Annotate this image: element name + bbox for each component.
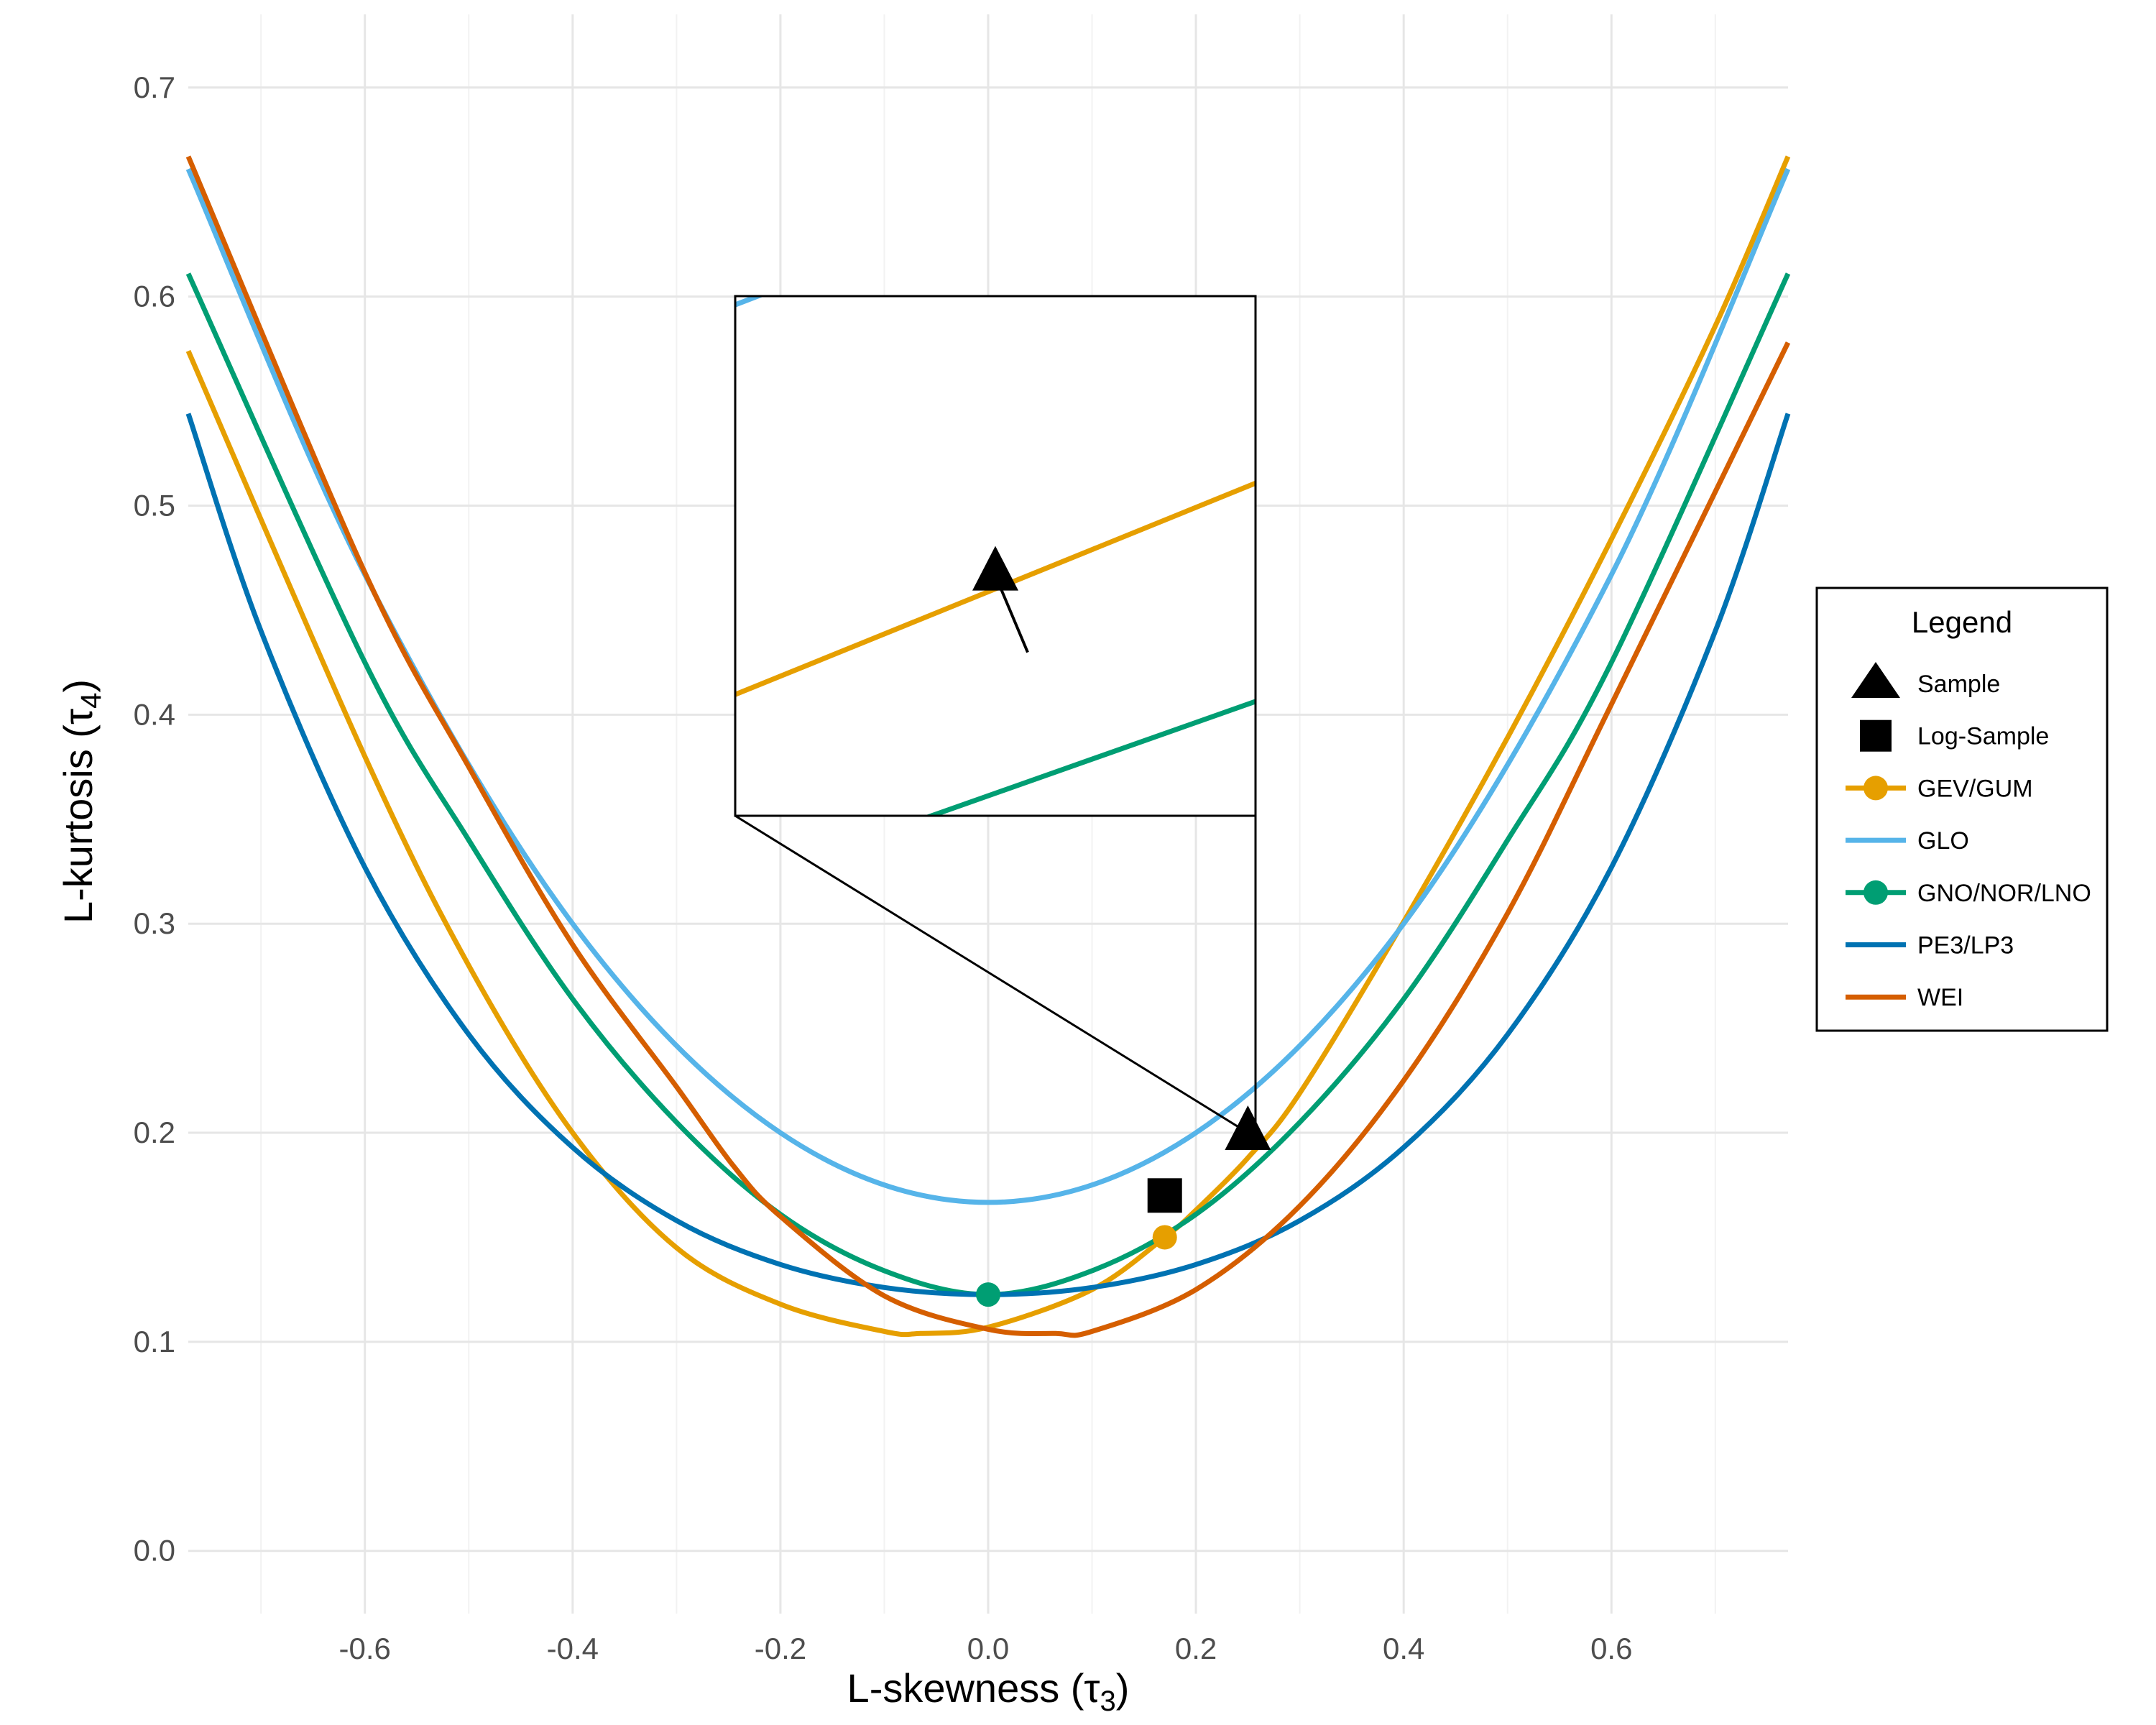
y-tick-label: 0.5 [134,488,175,522]
legend-entries: Sample Log-Sample GEV/GUM GLO GNO/NOR/LNO PE3… [1846,662,2091,1011]
legend-point-icon [1864,776,1888,801]
y-tick-label: 0.3 [134,906,175,940]
inset-sample-triangle [972,546,1018,591]
legend-triangle-icon [1851,662,1900,698]
legend-title: Legend [1912,605,2012,639]
x-tick-labels: -0.6 -0.4 -0.2 0.0 0.2 0.4 0.6 [339,1632,1633,1665]
legend-item-glo: GLO [1846,827,1969,855]
x-tick-label: 0.2 [1175,1632,1217,1665]
point-gno-nor-lno [976,1282,1000,1307]
legend-item-sample: Sample [1851,662,2000,698]
x-tick-label: 0.4 [1383,1632,1424,1665]
y-tick-label: 0.1 [134,1325,175,1358]
legend-label: PE3/LP3 [1917,932,2014,960]
y-tick-label: 0.6 [134,280,175,313]
legend-item-gno-nor-lno: GNO/NOR/LNO [1846,880,2091,907]
legend-item-pe3-lp3: PE3/LP3 [1846,932,2014,960]
x-tick-label: -0.4 [547,1632,599,1665]
legend-label: GLO [1917,827,1969,855]
legend-label: GEV/GUM [1917,775,2033,802]
inset-line-gno-nor-lno [923,699,1256,816]
inset-connector-left [734,814,1249,1134]
legend: Legend Sample Log-Sample GEV/GUM GLO GNO/NOR… [1815,586,2109,1032]
legend-item-wei: WEI [1846,984,1963,1011]
y-tick-labels: 0.0 0.1 0.2 0.3 0.4 0.5 0.6 0.7 [134,70,175,1568]
inset-arrow [1000,588,1029,653]
y-tick-label: 0.7 [134,70,175,104]
y-axis-title: L-kurtosis (τ4) [55,679,107,924]
legend-label: GNO/NOR/LNO [1917,880,2091,907]
legend-square-icon [1860,719,1892,752]
legend-item-log-sample: Log-Sample [1860,719,2049,752]
series-line-wei [185,155,1791,1338]
y-tick-label: 0.0 [134,1534,175,1568]
x-tick-label: 0.0 [967,1632,1009,1665]
inset-frame [734,295,1257,817]
point-sample [1225,1105,1271,1151]
point-gev-gum [1152,1225,1177,1250]
data-points [976,1105,1271,1307]
x-tick-label: 0.6 [1590,1632,1632,1665]
x-axis-title: L-skewness (τ3) [847,1665,1130,1717]
y-tick-label: 0.2 [134,1116,175,1149]
legend-point-icon [1864,880,1888,905]
inset-zoom [734,295,1257,1134]
y-tick-label: 0.4 [134,697,175,731]
x-tick-label: -0.6 [339,1632,391,1665]
legend-label: WEI [1917,984,1963,1011]
legend-box [1815,586,2109,1032]
point-log-sample [1147,1178,1182,1213]
x-tick-label: -0.2 [755,1632,806,1665]
legend-item-gev-gum: GEV/GUM [1846,775,2033,802]
legend-label: Sample [1917,671,2000,698]
inset-line-glo [735,296,765,308]
legend-label: Log-Sample [1917,723,2049,750]
